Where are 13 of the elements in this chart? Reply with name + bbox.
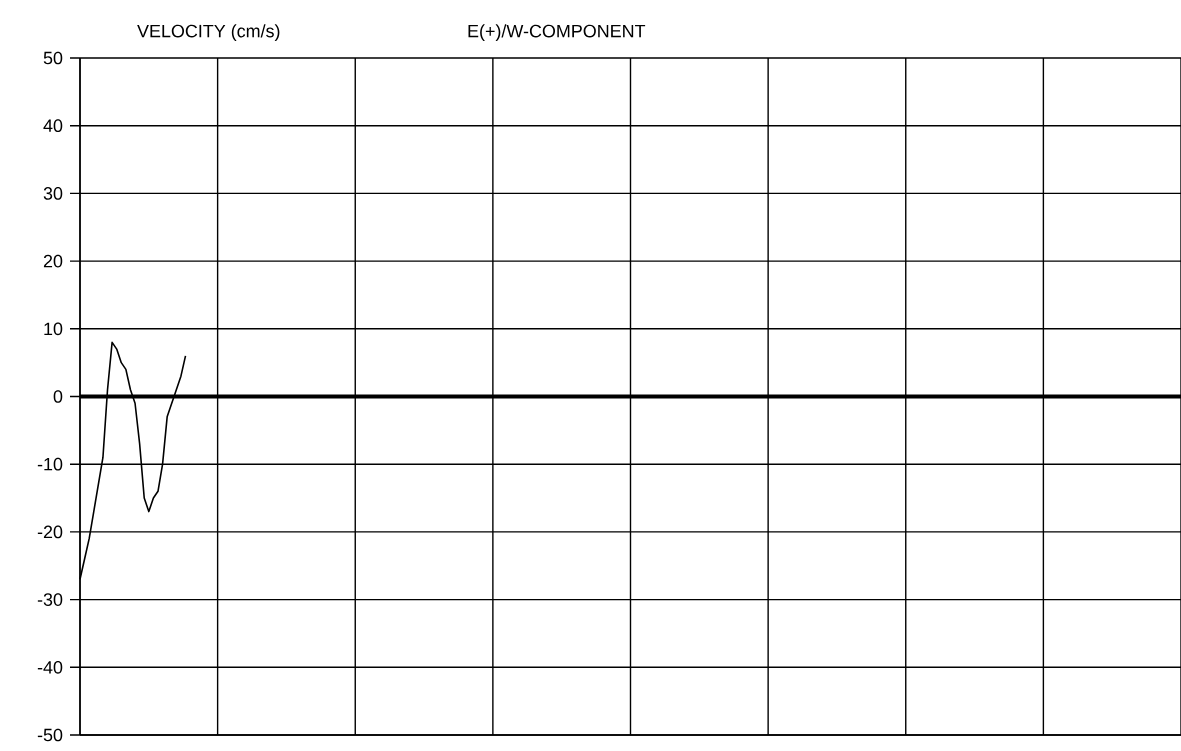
- y-axis-title: VELOCITY (cm/s): [137, 24, 280, 41]
- y-tick-label: 40: [43, 119, 63, 133]
- y-tick-label: -30: [37, 593, 63, 606]
- y-tick-label: -10: [37, 457, 63, 471]
- y-tick-label: -20: [37, 525, 63, 539]
- chart-title: E(+)/W-COMPONENT: [468, 24, 646, 41]
- y-tick-label: -40: [37, 660, 63, 674]
- y-tick-label: 0: [53, 390, 63, 403]
- y-tick-label: 20: [43, 254, 63, 268]
- y-tick-label: 30: [43, 187, 63, 200]
- y-tick-label: -50: [37, 728, 63, 742]
- y-tick-label: 10: [44, 322, 63, 336]
- y-tick-label: 50: [43, 51, 63, 65]
